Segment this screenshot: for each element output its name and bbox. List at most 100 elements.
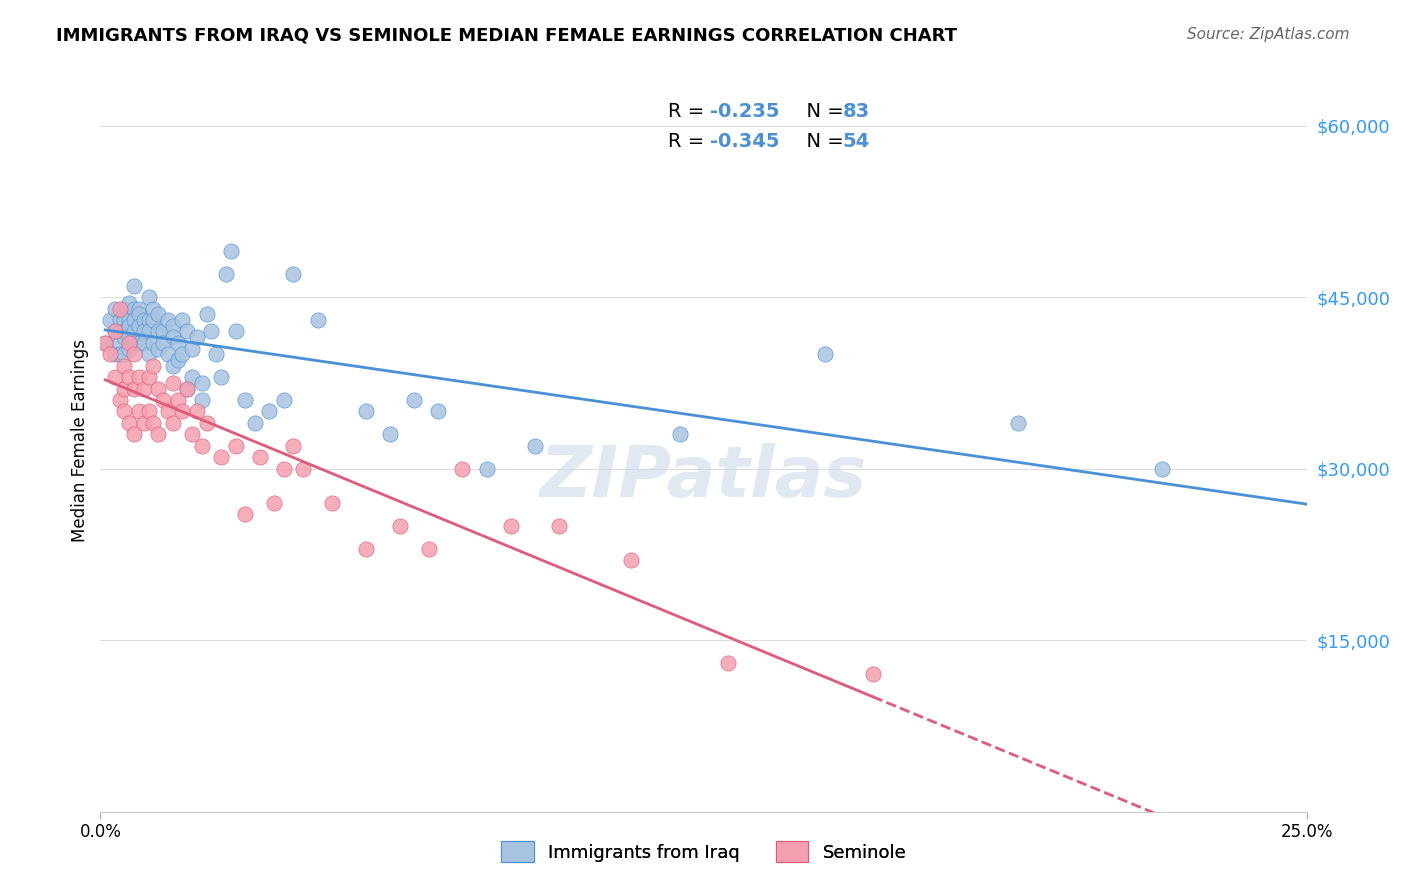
Point <box>114 325 136 339</box>
Point <box>862 667 884 681</box>
Text: 83: 83 <box>842 102 870 120</box>
Text: N =: N = <box>794 102 851 120</box>
Point <box>404 392 426 407</box>
Point <box>128 404 150 418</box>
Point <box>162 330 184 344</box>
Point <box>104 370 127 384</box>
Point <box>142 301 165 316</box>
Point <box>172 313 194 327</box>
Point <box>172 347 194 361</box>
Point <box>114 382 136 396</box>
Point <box>388 518 411 533</box>
Point <box>142 359 165 373</box>
Point <box>209 370 232 384</box>
Point <box>148 342 170 356</box>
Point <box>128 301 150 316</box>
Point <box>451 461 474 475</box>
Point <box>138 347 160 361</box>
Point <box>148 325 170 339</box>
Point <box>283 267 305 281</box>
Point <box>176 382 198 396</box>
Point <box>108 313 131 327</box>
Point <box>114 307 136 321</box>
Text: 54: 54 <box>842 131 870 151</box>
Point <box>122 301 145 316</box>
Point <box>122 347 145 361</box>
Point <box>427 404 450 418</box>
Point <box>148 382 170 396</box>
Point <box>162 359 184 373</box>
Point <box>209 450 232 465</box>
Point <box>162 318 184 333</box>
Point <box>283 439 305 453</box>
Point <box>148 307 170 321</box>
Point <box>104 325 127 339</box>
Text: IMMIGRANTS FROM IRAQ VS SEMINOLE MEDIAN FEMALE EARNINGS CORRELATION CHART: IMMIGRANTS FROM IRAQ VS SEMINOLE MEDIAN … <box>56 27 957 45</box>
Point <box>118 318 141 333</box>
Point <box>1152 461 1174 475</box>
Point <box>190 392 212 407</box>
Point <box>138 370 160 384</box>
Point <box>166 353 188 368</box>
Point <box>118 342 141 356</box>
Point <box>523 439 546 453</box>
Point <box>668 427 690 442</box>
Point <box>132 416 155 430</box>
Point <box>813 347 835 361</box>
Point <box>108 301 131 316</box>
Point <box>354 541 377 556</box>
Point <box>176 325 198 339</box>
Point <box>162 416 184 430</box>
Point <box>118 330 141 344</box>
Point <box>104 347 127 361</box>
Point <box>104 325 127 339</box>
Point <box>108 325 131 339</box>
Point <box>418 541 440 556</box>
Text: R =: R = <box>668 131 710 151</box>
Point <box>122 313 145 327</box>
Point <box>200 325 222 339</box>
Point <box>243 416 266 430</box>
Point <box>128 370 150 384</box>
Point <box>128 335 150 350</box>
Point <box>249 450 271 465</box>
Point <box>114 359 136 373</box>
Point <box>499 518 522 533</box>
Point <box>114 301 136 316</box>
Point <box>181 427 204 442</box>
Point <box>225 439 247 453</box>
Point <box>263 496 285 510</box>
Point <box>152 325 174 339</box>
Text: -0.235: -0.235 <box>710 102 779 120</box>
Point <box>166 335 188 350</box>
Point <box>132 325 155 339</box>
Point <box>156 404 179 418</box>
Point <box>138 325 160 339</box>
Point <box>181 370 204 384</box>
Point <box>118 313 141 327</box>
Point <box>118 416 141 430</box>
Point <box>156 313 179 327</box>
Point <box>118 370 141 384</box>
Point <box>108 392 131 407</box>
Point <box>190 439 212 453</box>
Text: R =: R = <box>668 102 710 120</box>
Point <box>152 335 174 350</box>
Point <box>118 296 141 310</box>
Point <box>307 313 329 327</box>
Point <box>142 313 165 327</box>
Point <box>186 404 208 418</box>
Point <box>233 392 256 407</box>
Point <box>108 347 131 361</box>
Point <box>292 461 315 475</box>
Point <box>114 313 136 327</box>
Point <box>142 416 165 430</box>
Point <box>172 404 194 418</box>
Point <box>215 267 238 281</box>
Text: N =: N = <box>794 131 851 151</box>
Point <box>233 508 256 522</box>
Point <box>148 427 170 442</box>
Point <box>98 347 121 361</box>
Point <box>195 307 218 321</box>
Text: -0.345: -0.345 <box>710 131 779 151</box>
